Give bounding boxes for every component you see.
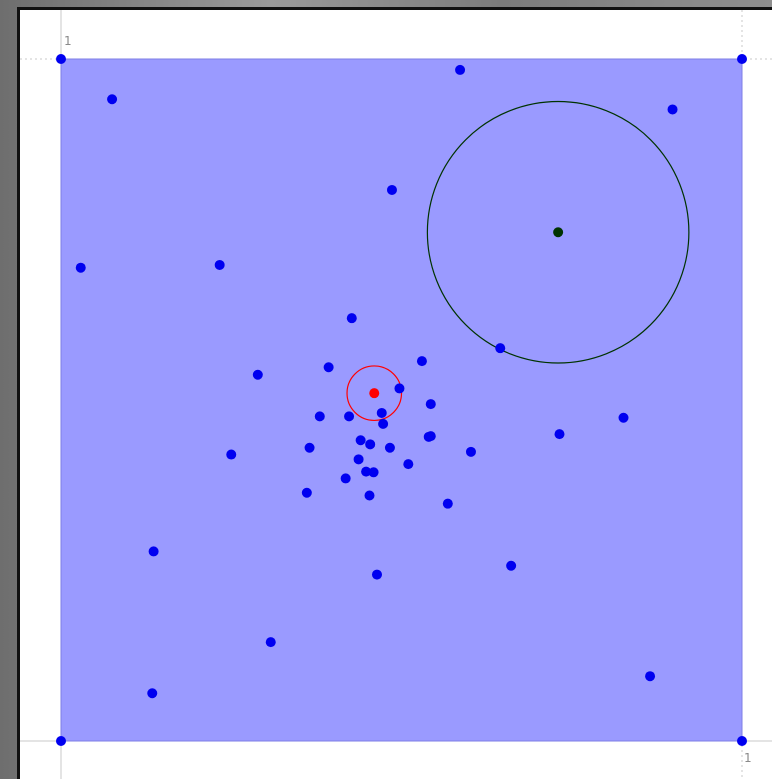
data-point-24[interactable] — [305, 443, 315, 453]
data-point-42[interactable] — [266, 637, 276, 647]
data-point-3[interactable] — [737, 736, 747, 746]
highlight-point[interactable] — [369, 388, 379, 398]
data-point-0[interactable] — [56, 54, 66, 64]
data-point-43[interactable] — [147, 688, 157, 698]
data-point-30[interactable] — [554, 429, 564, 439]
data-point-29[interactable] — [226, 450, 236, 460]
data-point-39[interactable] — [149, 546, 159, 556]
x-right-tick-label: 1 — [744, 751, 752, 765]
data-point-33[interactable] — [341, 473, 351, 483]
secondary-point[interactable] — [553, 227, 563, 237]
data-point-27[interactable] — [424, 432, 434, 442]
data-point-19[interactable] — [377, 408, 387, 418]
data-point-4[interactable] — [455, 65, 465, 75]
data-point-1[interactable] — [737, 54, 747, 64]
data-point-31[interactable] — [354, 454, 364, 464]
data-point-6[interactable] — [668, 104, 678, 114]
data-point-18[interactable] — [344, 411, 354, 421]
data-point-34[interactable] — [369, 467, 379, 477]
data-point-41[interactable] — [506, 561, 516, 571]
data-point-40[interactable] — [372, 570, 382, 580]
data-point-36[interactable] — [302, 488, 312, 498]
data-point-15[interactable] — [394, 383, 404, 393]
data-point-5[interactable] — [107, 94, 117, 104]
data-point-12[interactable] — [417, 356, 427, 366]
data-point-11[interactable] — [495, 343, 505, 353]
data-point-2[interactable] — [56, 736, 66, 746]
data-point-8[interactable] — [76, 263, 86, 273]
data-point-35[interactable] — [403, 459, 413, 469]
data-point-14[interactable] — [253, 370, 263, 380]
data-point-9[interactable] — [215, 260, 225, 270]
data-point-28[interactable] — [466, 447, 476, 457]
data-point-25[interactable] — [365, 439, 375, 449]
data-point-22[interactable] — [356, 435, 366, 445]
data-point-17[interactable] — [315, 411, 325, 421]
data-point-7[interactable] — [387, 185, 397, 195]
data-point-44[interactable] — [645, 671, 655, 681]
data-point-26[interactable] — [385, 443, 395, 453]
data-point-13[interactable] — [324, 362, 334, 372]
y-top-tick-label: 1 — [64, 34, 72, 48]
data-point-16[interactable] — [426, 399, 436, 409]
data-point-20[interactable] — [619, 413, 629, 423]
data-point-37[interactable] — [364, 490, 374, 500]
data-point-38[interactable] — [443, 499, 453, 509]
data-point-10[interactable] — [347, 313, 357, 323]
data-point-21[interactable] — [378, 419, 388, 429]
region-square — [61, 59, 742, 741]
